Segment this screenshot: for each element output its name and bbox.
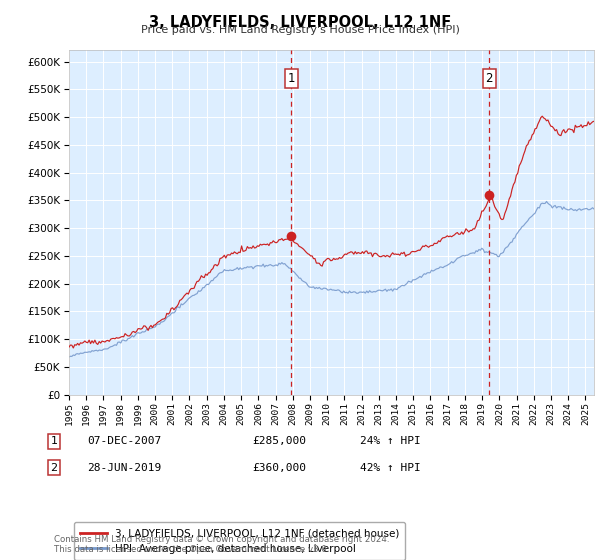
Text: 24% ↑ HPI: 24% ↑ HPI <box>360 436 421 446</box>
Text: 28-JUN-2019: 28-JUN-2019 <box>87 463 161 473</box>
Text: 07-DEC-2007: 07-DEC-2007 <box>87 436 161 446</box>
Text: 1: 1 <box>287 72 295 85</box>
Text: £360,000: £360,000 <box>252 463 306 473</box>
Text: 2: 2 <box>485 72 493 85</box>
Text: £285,000: £285,000 <box>252 436 306 446</box>
Text: 2: 2 <box>50 463 58 473</box>
Legend: 3, LADYFIELDS, LIVERPOOL, L12 1NF (detached house), HPI: Average price, detached: 3, LADYFIELDS, LIVERPOOL, L12 1NF (detac… <box>74 522 406 560</box>
Text: 3, LADYFIELDS, LIVERPOOL, L12 1NF: 3, LADYFIELDS, LIVERPOOL, L12 1NF <box>149 15 451 30</box>
Text: Price paid vs. HM Land Registry's House Price Index (HPI): Price paid vs. HM Land Registry's House … <box>140 25 460 35</box>
Text: Contains HM Land Registry data © Crown copyright and database right 2024.
This d: Contains HM Land Registry data © Crown c… <box>54 535 389 554</box>
Text: 42% ↑ HPI: 42% ↑ HPI <box>360 463 421 473</box>
Text: 1: 1 <box>50 436 58 446</box>
